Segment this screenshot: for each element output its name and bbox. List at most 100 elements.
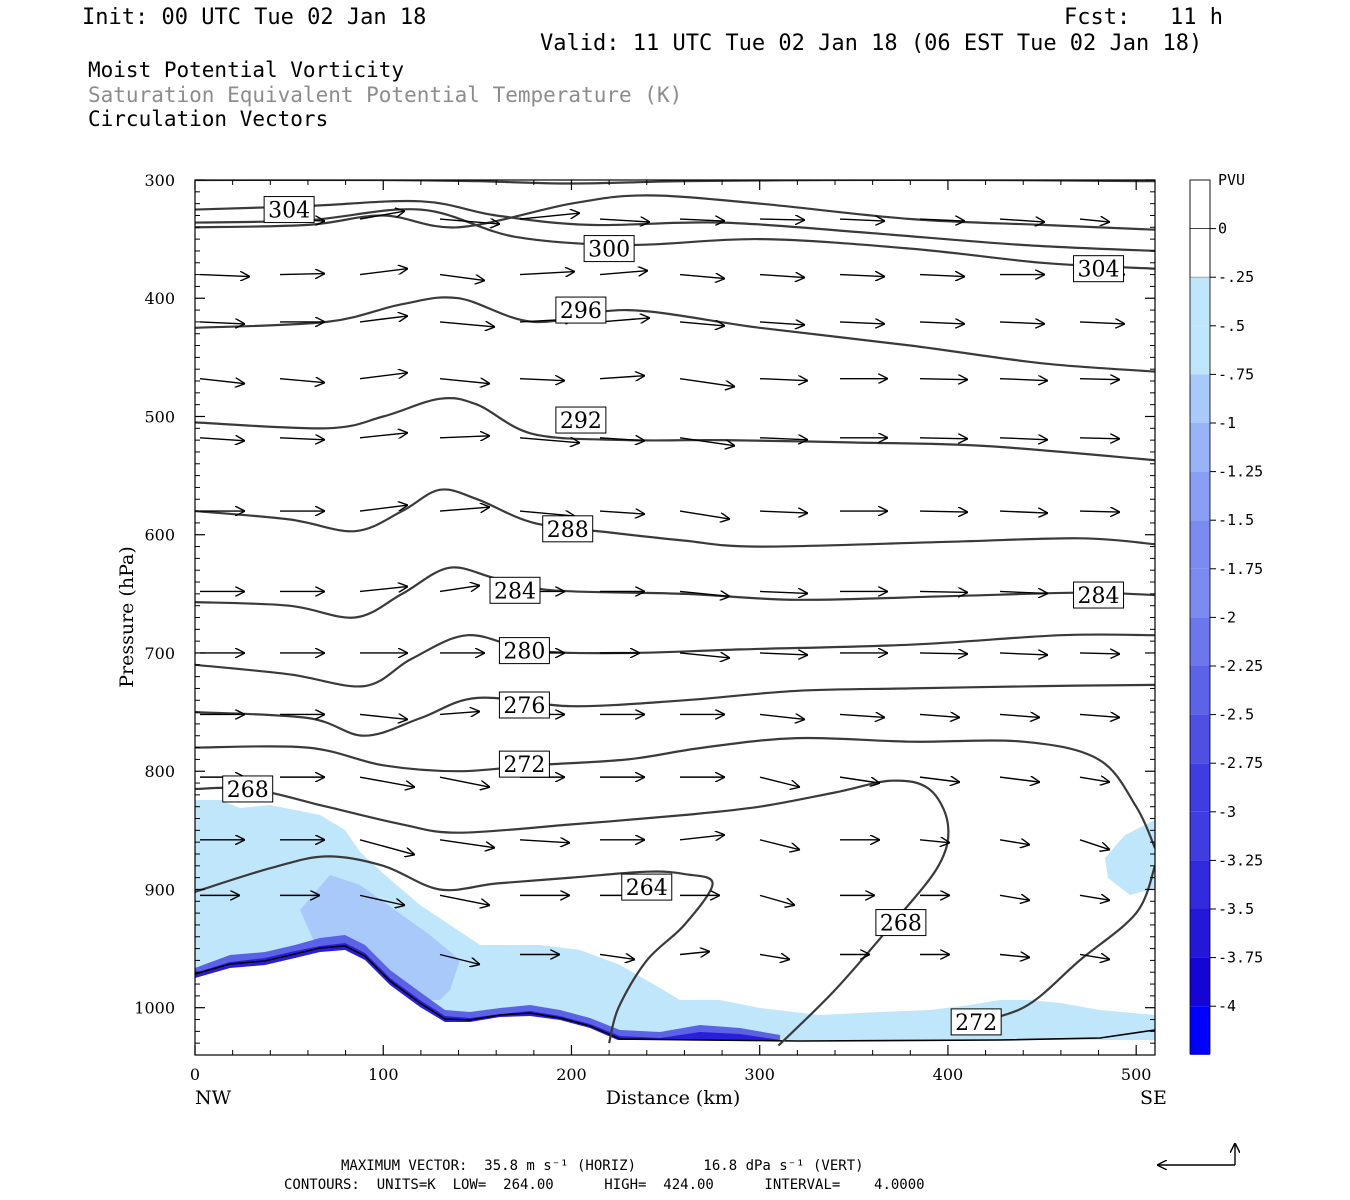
vector-arrow bbox=[759, 894, 795, 905]
vector-arrow bbox=[679, 437, 735, 446]
colorbar-label: -2.75 bbox=[1218, 754, 1263, 772]
colorbar-cell bbox=[1189, 179, 1211, 229]
y-tick-label: 700 bbox=[144, 644, 175, 663]
vector-arrow bbox=[999, 954, 1030, 957]
vector-arrow bbox=[439, 953, 480, 964]
pv-region-light-2 bbox=[195, 800, 255, 950]
colorbar-cell bbox=[1190, 957, 1210, 1007]
vector-arrow bbox=[599, 438, 645, 441]
vector-arrow bbox=[1079, 322, 1125, 324]
vector-arrow bbox=[599, 376, 645, 379]
vector-arrow bbox=[759, 653, 808, 655]
colorbar-cell bbox=[1190, 860, 1210, 909]
contour-label: 284 bbox=[494, 579, 536, 604]
colorbar-label: -.75 bbox=[1218, 365, 1254, 383]
colorbar-cell bbox=[1190, 325, 1210, 375]
vector-arrow bbox=[759, 776, 800, 787]
vector-arrow bbox=[599, 954, 635, 959]
vector-arrow bbox=[759, 954, 790, 959]
contour-label-box bbox=[1073, 581, 1125, 609]
vector-arrow bbox=[439, 219, 500, 224]
vector-arrow bbox=[439, 273, 485, 281]
vector-arrow bbox=[1079, 438, 1120, 439]
vector-arrow bbox=[599, 318, 650, 322]
colorbar-label: -4 bbox=[1218, 997, 1236, 1015]
vector-arrow bbox=[519, 272, 575, 275]
contour-304b bbox=[195, 208, 1155, 270]
contour-label: 296 bbox=[560, 299, 602, 324]
vector-arrow bbox=[759, 322, 805, 325]
y-tick-label: 600 bbox=[144, 526, 175, 545]
vector-arrow bbox=[599, 219, 650, 222]
vector-arrow bbox=[919, 714, 960, 717]
colorbar-label: -.5 bbox=[1218, 317, 1245, 335]
x-axis-label: Distance (km) bbox=[606, 1087, 741, 1109]
colorbar-cell bbox=[1190, 617, 1210, 666]
vector-arrow bbox=[1079, 653, 1120, 654]
vector-arrow bbox=[759, 511, 808, 513]
vector-arrow bbox=[759, 714, 805, 719]
x-tick-label: 200 bbox=[556, 1065, 587, 1084]
vector-arrow bbox=[919, 275, 965, 277]
colorbar-cell bbox=[1190, 1006, 1210, 1055]
colorbar-label: -3.25 bbox=[1218, 851, 1263, 869]
vector-arrow bbox=[759, 379, 808, 381]
x-tick-label: 100 bbox=[368, 1065, 399, 1084]
contour-label-box bbox=[498, 750, 550, 778]
colorbar-cell bbox=[1190, 471, 1210, 521]
colorbar-label: -2.5 bbox=[1218, 706, 1254, 724]
y-axis-label: Pressure (hPa) bbox=[116, 546, 138, 688]
vector-arrow bbox=[359, 316, 408, 323]
contour-label-box bbox=[489, 576, 541, 604]
vector-arrow bbox=[759, 219, 805, 220]
pv-region-mid bbox=[300, 875, 460, 1000]
vector-arrow bbox=[919, 511, 968, 512]
vector-arrow bbox=[919, 591, 968, 592]
circulation-vectors bbox=[199, 211, 1125, 964]
vector-arrow bbox=[519, 840, 570, 843]
axis-ticks bbox=[194, 179, 1155, 1055]
contour-304 bbox=[195, 199, 1155, 252]
vector-arrow bbox=[519, 213, 580, 220]
pv-shading bbox=[195, 800, 1155, 1055]
valid-time: Valid: 11 UTC Tue 02 Jan 18 (06 EST Tue … bbox=[540, 31, 1203, 56]
vector-arrow bbox=[679, 275, 725, 279]
contour-label-box bbox=[498, 691, 550, 719]
contour-label-box bbox=[950, 1008, 1002, 1036]
contour-292 bbox=[195, 396, 1155, 462]
colorbar-cell bbox=[1190, 520, 1210, 569]
colorbar-label: -1.25 bbox=[1218, 463, 1263, 481]
colorbar-label: -1.5 bbox=[1218, 511, 1254, 529]
terrain-white bbox=[195, 950, 1155, 1055]
vector-arrow bbox=[1079, 379, 1120, 380]
vector-arrow bbox=[839, 322, 885, 324]
vector-arrow bbox=[359, 211, 405, 220]
vector-arrow bbox=[1079, 777, 1110, 782]
forecast-hour: Fcst: 11 h bbox=[1064, 5, 1223, 30]
colorbar-cell bbox=[1190, 811, 1210, 861]
reference-vector bbox=[1157, 1143, 1235, 1165]
max-vector-note: MAXIMUM VECTOR: 35.8 m s⁻¹ (HORIZ) 16.8 … bbox=[341, 1158, 864, 1174]
vector-arrow bbox=[359, 373, 408, 380]
contour-label: 300 bbox=[588, 238, 630, 263]
colorbar-label: 0 bbox=[1218, 220, 1227, 238]
colorbar-cell bbox=[1190, 763, 1210, 812]
colorbar-label: -3 bbox=[1218, 803, 1236, 821]
vector-arrow bbox=[839, 219, 885, 221]
field-title-vectors: Circulation Vectors bbox=[88, 107, 329, 131]
contour-labels: 304 300 304 296 292 288 284 284 280 276 272 268 264 2… bbox=[222, 196, 1125, 1036]
vector-arrow bbox=[839, 714, 885, 717]
vector-arrow bbox=[919, 438, 968, 439]
contour-280 bbox=[195, 633, 1155, 688]
vector-arrow bbox=[839, 275, 885, 277]
colorbar-cell bbox=[1189, 228, 1211, 278]
colorbar-label: -3.5 bbox=[1218, 900, 1254, 918]
contour-label: 276 bbox=[503, 694, 545, 719]
field-title-pv: Moist Potential Vorticity bbox=[88, 58, 405, 82]
vector-arrow bbox=[999, 438, 1048, 440]
colorbar-cell bbox=[1190, 568, 1210, 618]
vector-arrow bbox=[359, 776, 415, 787]
colorbar-title: PVU bbox=[1218, 171, 1245, 189]
contour-264 bbox=[195, 855, 714, 1044]
